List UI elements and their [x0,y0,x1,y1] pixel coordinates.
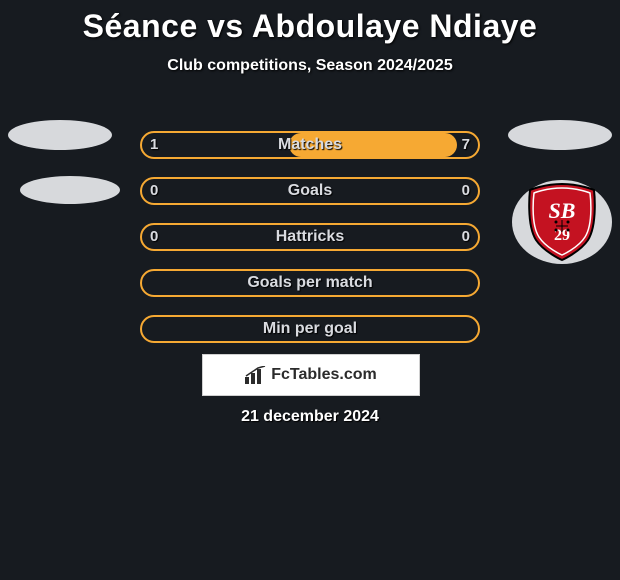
stat-right-value: 7 [462,131,470,159]
stat-label: Goals per match [140,269,480,297]
stat-label: Min per goal [140,315,480,343]
stat-row: Goals per match [0,260,620,306]
stat-right-value: 0 [462,177,470,205]
bar-chart-icon [245,366,267,384]
stat-left-value: 0 [150,223,158,251]
fctables-attribution[interactable]: FcTables.com [202,354,420,396]
page-title: Séance vs Abdoulaye Ndiaye [0,0,620,45]
stat-row: Min per goal [0,306,620,352]
comparison-infographic: Séance vs Abdoulaye Ndiaye Club competit… [0,0,620,580]
stat-right-value: 0 [462,223,470,251]
stat-row: Goals0 0 [0,168,620,214]
stat-label: Matches [140,131,480,159]
stat-row: Hattricks0 0 [0,214,620,260]
stat-label: Goals [140,177,480,205]
stat-row: Matches1 7 [0,122,620,168]
page-subtitle: Club competitions, Season 2024/2025 [0,57,620,75]
stat-label: Hattricks [140,223,480,251]
stat-left-value: 1 [150,131,158,159]
date-label: 21 december 2024 [0,408,620,426]
fctables-label: FcTables.com [271,366,377,384]
stat-left-value: 0 [150,177,158,205]
